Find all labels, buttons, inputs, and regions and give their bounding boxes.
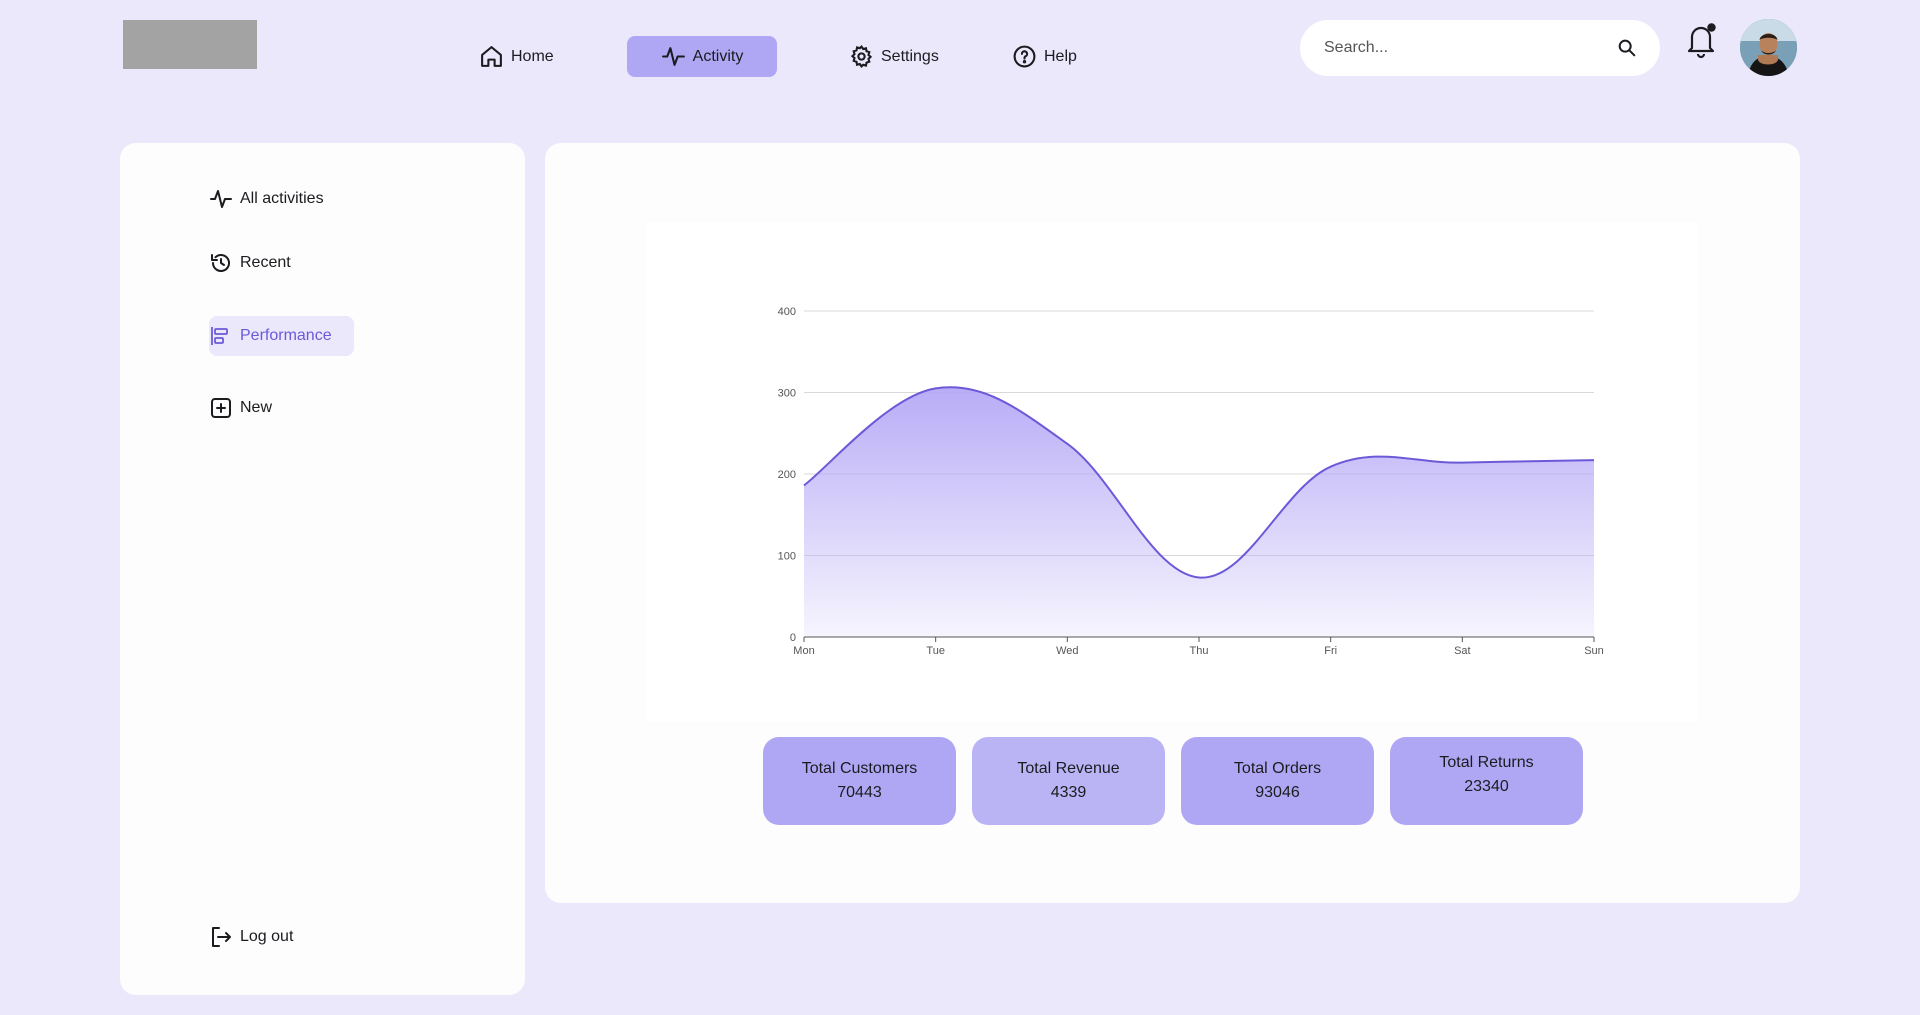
stat-value: 70443 <box>837 784 882 801</box>
sidebar-item-performance[interactable]: Performance <box>209 316 354 356</box>
y-tick-label: 300 <box>778 388 796 400</box>
y-tick-label: 0 <box>790 632 796 644</box>
y-tick-label: 100 <box>778 551 796 563</box>
nav-settings[interactable]: Settings <box>835 36 953 77</box>
stat-card-returns[interactable]: Total Returns 23340 <box>1390 737 1583 825</box>
y-tick-label: 200 <box>778 469 796 481</box>
home-icon <box>481 46 502 67</box>
logout-button[interactable]: Log out <box>209 917 315 957</box>
series-area <box>804 387 1594 637</box>
sidebar-item-label: New <box>240 399 273 416</box>
search-icon[interactable] <box>1616 37 1638 59</box>
gear-icon <box>850 45 873 68</box>
sidebar: All activities Recent Performance New Lo… <box>120 143 525 995</box>
sidebar-item-new[interactable]: New <box>209 388 294 428</box>
stat-card-orders[interactable]: Total Orders 93046 <box>1181 737 1374 825</box>
x-tick-label: Fri <box>1324 645 1337 657</box>
user-avatar[interactable] <box>1740 19 1797 76</box>
search-box <box>1300 20 1660 76</box>
y-tick-label: 400 <box>778 306 796 318</box>
stat-value: 4339 <box>1050 784 1087 801</box>
activity-icon <box>661 47 685 66</box>
logo[interactable] <box>123 20 257 69</box>
area-chart: 0 100 200 300 400 Mon Tue Wed Thu Fri Sat Sun <box>647 222 1697 722</box>
sidebar-item-label: All activities <box>240 190 324 207</box>
x-tick-label: Wed <box>1056 645 1078 657</box>
stat-label: Total Orders <box>1233 760 1322 777</box>
main-panel: 0 100 200 300 400 Mon Tue Wed Thu Fri Sat Sun Total… <box>545 143 1800 903</box>
x-tick-label: Sat <box>1454 645 1471 657</box>
sidebar-item-label: Recent <box>240 254 291 271</box>
performance-icon <box>211 327 228 345</box>
nav-help-label: Help <box>1044 47 1077 65</box>
series-line <box>803 386 1595 579</box>
logout-label: Log out <box>240 928 294 945</box>
stat-label: Total Returns <box>1439 754 1534 771</box>
stat-value: 23340 <box>1464 778 1509 795</box>
stat-label: Total Revenue <box>1017 760 1120 777</box>
stats-row: Total Customers 70443 Total Revenue 4339… <box>545 737 1800 825</box>
avatar-image <box>1740 19 1797 76</box>
nav-home[interactable]: Home <box>465 36 568 77</box>
sidebar-item-recent[interactable]: Recent <box>209 243 313 283</box>
logout-icon <box>212 927 231 947</box>
help-icon <box>1013 45 1036 68</box>
plus-box-icon <box>211 398 231 418</box>
bell-icon[interactable] <box>1683 21 1719 59</box>
stat-label: Total Customers <box>801 760 918 777</box>
nav-settings-label: Settings <box>881 47 939 65</box>
history-icon <box>211 254 230 272</box>
nav-help[interactable]: Help <box>998 36 1091 77</box>
stat-card-customers[interactable]: Total Customers 70443 <box>763 737 956 825</box>
chart-svg: 0 100 200 300 400 Mon Tue Wed Thu Fri Sat Sun <box>778 306 1604 657</box>
sidebar-item-all-activities[interactable]: All activities <box>209 179 346 219</box>
nav-activity[interactable]: Activity <box>627 36 777 77</box>
search-input[interactable] <box>1324 39 1616 57</box>
stat-value: 93046 <box>1255 784 1300 801</box>
sidebar-item-label: Performance <box>240 327 332 344</box>
x-tick-label: Tue <box>926 645 945 657</box>
x-tick-label: Mon <box>793 645 814 657</box>
nav-home-label: Home <box>511 47 554 65</box>
x-tick-label: Sun <box>1584 645 1604 657</box>
stat-card-revenue[interactable]: Total Revenue 4339 <box>972 737 1165 825</box>
nav-activity-label: Activity <box>692 47 744 65</box>
x-tick-label: Thu <box>1190 645 1209 657</box>
activity-icon <box>210 190 232 208</box>
